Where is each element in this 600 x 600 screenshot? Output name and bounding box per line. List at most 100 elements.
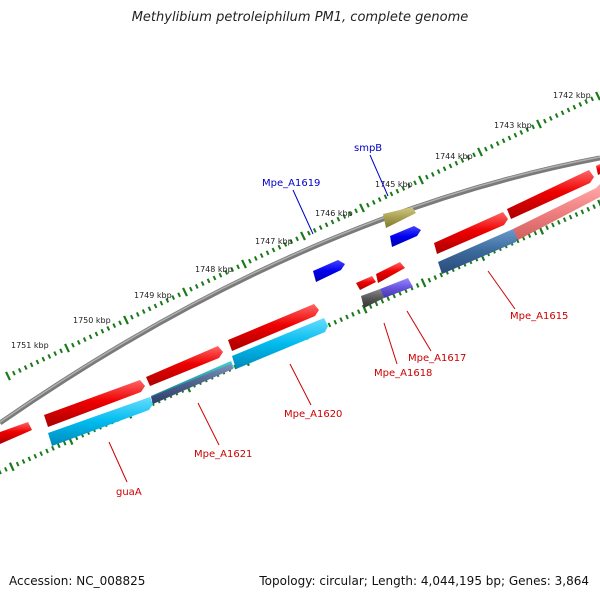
minor-tick: [371, 199, 376, 205]
minor-tick: [515, 238, 520, 244]
minor-tick: [312, 227, 317, 233]
minor-tick: [572, 104, 577, 110]
minor-tick: [100, 328, 105, 334]
minor-tick: [554, 113, 559, 119]
gene-feature-guaA[interactable]: [48, 397, 153, 446]
gene-label-Mpe_A1617[interactable]: Mpe_A1617: [408, 353, 466, 364]
major-tick: [420, 278, 427, 288]
gene-label-Mpe_A1621[interactable]: Mpe_A1621: [194, 449, 252, 460]
minor-tick: [368, 304, 373, 309]
minor-tick: [324, 222, 329, 228]
gene-feature-Mpe_A1619[interactable]: [313, 260, 345, 282]
minor-tick: [4, 466, 8, 472]
gene-feature-Mpe_A1617[interactable]: [380, 278, 413, 298]
gene-feature-blue[interactable]: [390, 226, 421, 247]
topology-label: Topology: circular; Length: 4,044,195 bp…: [259, 574, 589, 588]
minor-tick: [562, 217, 567, 223]
minor-tick: [425, 174, 429, 180]
minor-tick: [118, 320, 122, 326]
minor-tick: [39, 451, 43, 457]
minor-tick: [548, 115, 553, 121]
kbp-label: 1751 kbp: [11, 341, 49, 350]
gene-feature-Mpe_A1621b[interactable]: [151, 364, 233, 404]
minor-tick: [327, 322, 332, 328]
minor-tick: [584, 99, 589, 105]
gene-feature[interactable]: [146, 346, 223, 386]
minor-tick: [295, 236, 299, 242]
kbp-label: 1747 kbp: [255, 237, 293, 246]
gene-feature[interactable]: [228, 304, 319, 351]
minor-tick: [29, 362, 34, 368]
minor-tick: [265, 250, 270, 256]
minor-tick: [586, 206, 591, 212]
minor-tick: [194, 283, 199, 289]
minor-tick: [283, 241, 288, 247]
gene-label-Mpe_A1618[interactable]: Mpe_A1618: [374, 368, 432, 379]
minor-tick: [484, 146, 488, 152]
gene-feature-Mpe_A1620[interactable]: [232, 318, 328, 369]
minor-tick: [23, 365, 28, 371]
gene-feature[interactable]: [596, 164, 600, 175]
minor-tick: [430, 171, 435, 177]
major-tick: [418, 175, 424, 185]
gene-label-guaA[interactable]: guaA: [116, 487, 142, 498]
gene-feature[interactable]: [0, 422, 32, 444]
major-tick: [361, 304, 368, 314]
gene-label-smpB[interactable]: smpB: [354, 143, 382, 154]
gene-feature[interactable]: [376, 262, 405, 283]
callout-lines: [108, 154, 516, 483]
accession-label: Accession: NC_008825: [9, 574, 146, 588]
minor-tick: [501, 138, 506, 144]
minor-tick: [413, 180, 417, 186]
minor-tick: [466, 155, 471, 161]
minor-tick: [135, 311, 140, 317]
minor-tick: [33, 453, 38, 459]
minor-tick: [289, 239, 294, 245]
gene-feature-Mpe_A1615b[interactable]: [513, 184, 600, 240]
minor-tick: [57, 443, 61, 449]
gene-feature[interactable]: [356, 276, 376, 290]
gene-label-Mpe_A1619[interactable]: Mpe_A1619: [262, 178, 320, 189]
minor-tick: [59, 348, 63, 354]
minor-tick: [12, 370, 16, 376]
minor-tick: [165, 297, 170, 303]
minor-tick: [106, 325, 111, 331]
gene-feature-Mpe_A1615[interactable]: [438, 229, 518, 274]
minor-tick: [436, 169, 441, 175]
major-tick: [8, 462, 15, 472]
minor-tick: [153, 303, 158, 309]
minor-tick: [177, 292, 181, 298]
minor-tick: [427, 277, 432, 283]
minor-tick: [35, 359, 40, 365]
gene-label-Mpe_A1620[interactable]: Mpe_A1620: [284, 409, 342, 420]
minor-tick: [357, 309, 361, 315]
minor-tick: [415, 283, 420, 288]
minor-tick: [578, 101, 583, 107]
minor-tick: [330, 219, 335, 225]
minor-tick: [545, 225, 549, 231]
minor-tick: [159, 300, 164, 306]
minor-tick: [224, 269, 229, 275]
minor-tick: [533, 230, 538, 236]
minor-tick: [566, 107, 571, 113]
gene-feature[interactable]: [44, 380, 145, 427]
gene-feature-Mpe_A1618[interactable]: [361, 289, 384, 308]
minor-tick: [307, 230, 311, 236]
minor-tick: [592, 204, 596, 210]
reverse-strand-features: [48, 184, 600, 446]
minor-tick: [472, 152, 476, 158]
kbp-label: 1744 kbp: [435, 152, 473, 161]
minor-tick: [47, 353, 52, 359]
minor-tick: [259, 253, 264, 259]
major-tick: [5, 371, 11, 381]
minor-tick: [386, 296, 391, 302]
minor-tick: [342, 213, 347, 219]
minor-tick: [507, 135, 512, 141]
gene-label-Mpe_A1615[interactable]: Mpe_A1615: [510, 311, 568, 322]
gene-feature-smpB[interactable]: [383, 207, 416, 228]
gene-feature[interactable]: [507, 170, 594, 219]
gene-feature[interactable]: [434, 212, 508, 254]
major-tick: [123, 315, 129, 325]
minor-tick: [212, 275, 217, 281]
